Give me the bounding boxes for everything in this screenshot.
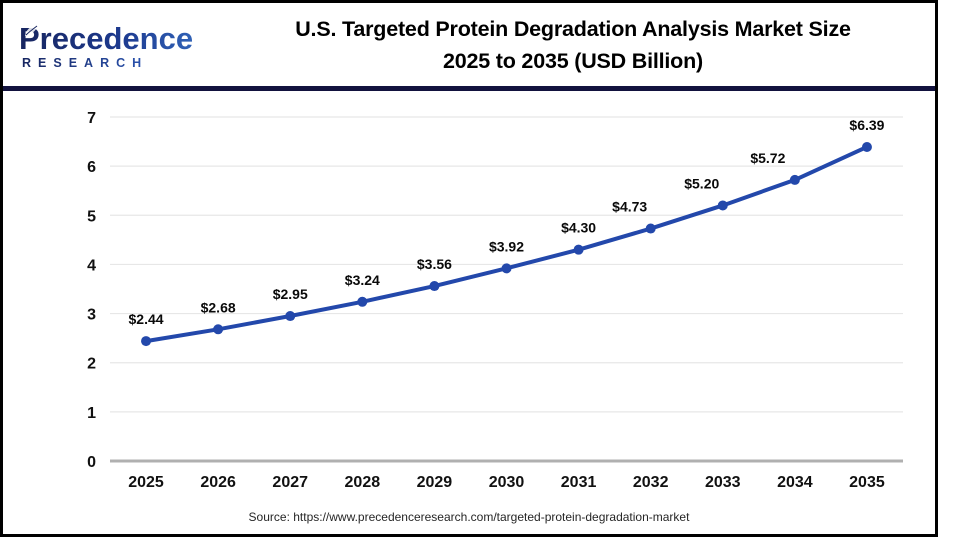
data-point-label: $6.39	[849, 117, 884, 133]
y-axis-tick-label: 6	[87, 159, 96, 176]
data-point-label: $4.73	[612, 199, 647, 215]
data-point-marker	[357, 296, 368, 307]
data-point-marker	[141, 336, 152, 347]
data-point-marker	[717, 200, 728, 211]
header: Precedence RESEARCH U.S. Targeted Protei…	[3, 3, 935, 86]
y-axis-tick-label: 3	[87, 307, 96, 324]
y-axis-tick-label: 5	[87, 208, 96, 225]
x-axis-tick-label: 2034	[777, 474, 813, 491]
data-point-marker	[861, 141, 872, 152]
source-text: Source: https://www.precedenceresearch.c…	[248, 509, 690, 524]
data-point-label: $2.68	[201, 299, 236, 315]
precedence-research-logo: Precedence RESEARCH	[3, 19, 247, 71]
y-axis-tick-label: 2	[87, 356, 96, 373]
data-point-marker	[213, 324, 224, 335]
x-axis-tick-label: 2029	[417, 474, 453, 491]
data-point-label: $3.24	[345, 272, 380, 288]
header-divider	[3, 86, 935, 91]
x-axis-tick-label: 2026	[200, 474, 236, 491]
data-point-marker	[285, 311, 296, 322]
data-point-marker	[789, 174, 800, 185]
x-axis-tick-label: 2035	[849, 474, 885, 491]
data-point-marker	[429, 281, 440, 292]
x-axis-tick-label: 2033	[705, 474, 741, 491]
data-point-marker	[573, 244, 584, 255]
chart-area: 0 1 2 3 4 5 6 7 2025 2026 2027 2028 2029 2030 2031 2032…	[3, 91, 935, 503]
chart-title: U.S. Targeted Protein Degradation Analys…	[247, 13, 935, 77]
data-point-label: $5.20	[684, 175, 719, 191]
data-point-label: $4.30	[561, 220, 596, 236]
leaf-icon	[25, 25, 38, 36]
x-axis-tick-label: 2027	[272, 474, 308, 491]
data-point-label: $5.72	[750, 150, 785, 166]
chart-frame: Precedence RESEARCH U.S. Targeted Protei…	[0, 0, 938, 537]
x-axis-tick-label: 2031	[561, 474, 597, 491]
data-point-label: $2.95	[273, 286, 308, 302]
data-point-marker	[645, 223, 656, 234]
logo-wordmark: Precedence	[19, 23, 247, 55]
y-axis-tick-label: 0	[87, 454, 96, 471]
x-axis-tick-label: 2030	[489, 474, 525, 491]
data-point-marker	[501, 263, 512, 274]
y-axis-tick-label: 4	[87, 257, 96, 274]
chart-title-line1: U.S. Targeted Protein Degradation Analys…	[295, 16, 851, 41]
y-axis-tick-label: 7	[87, 110, 96, 127]
chart-title-line2: 2025 to 2035 (USD Billion)	[442, 48, 704, 73]
y-axis-tick-label: 1	[87, 405, 96, 422]
x-axis-tick-label: 2032	[633, 474, 669, 491]
data-point-label: $3.92	[489, 238, 524, 254]
data-point-label: $2.44	[129, 311, 164, 327]
x-axis-tick-label: 2025	[128, 474, 164, 491]
x-axis-tick-label: 2028	[345, 474, 381, 491]
logo-subtitle: RESEARCH	[19, 56, 247, 70]
line-chart: 0 1 2 3 4 5 6 7 2025 2026 2027 2028 2029 2030 2031 2032…	[87, 110, 903, 491]
data-point-label: $3.56	[417, 256, 452, 272]
